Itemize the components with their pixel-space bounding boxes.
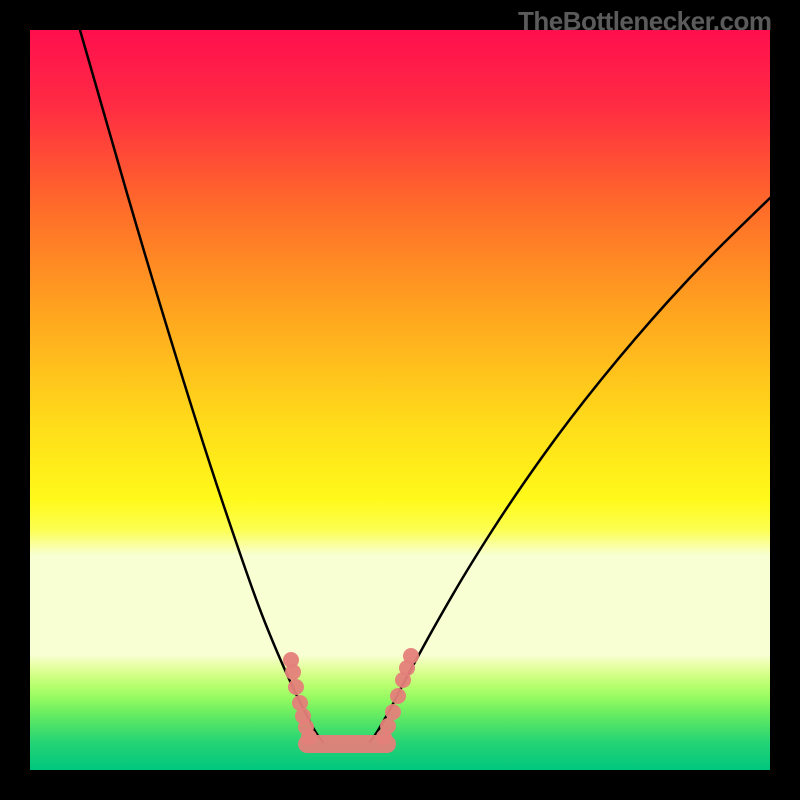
watermark-text: TheBottlenecker.com <box>518 6 771 37</box>
chart-svg <box>0 0 800 800</box>
